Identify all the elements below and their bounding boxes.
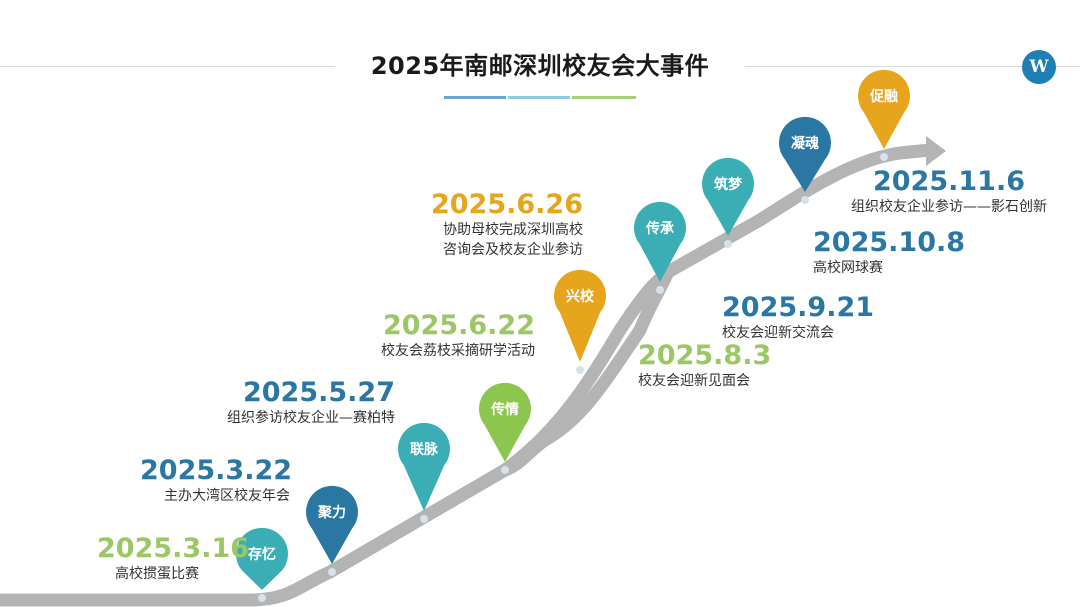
road [0, 136, 946, 607]
event-date: 2025.5.27 [242, 377, 395, 408]
pin-marker-icon [479, 382, 532, 462]
road-dot-chuanqing [501, 466, 509, 474]
road-main [0, 143, 937, 607]
road-dot-chuancheng [656, 286, 664, 294]
title-underline-1 [444, 96, 506, 99]
event-2025-6-26: 2025.6.26 协助母校完成深圳高校 咨询会及校友企业参访 [405, 190, 583, 260]
event-desc: 校友会迎新见面会 [638, 373, 750, 389]
road-dot-juli [328, 568, 336, 576]
road-dot-xingxiao [576, 366, 584, 374]
pin-label: 传承 [645, 220, 674, 237]
milestone-pin-chuancheng: 传承 [634, 201, 687, 282]
pin-label: 聚力 [317, 504, 346, 521]
pin-label: 联脉 [410, 441, 439, 458]
event-date: 2025.6.26 [430, 189, 583, 220]
pin-marker-icon [398, 422, 451, 511]
event-desc-line-2: 咨询会及校友企业参访 [443, 242, 583, 258]
title-underline-2 [508, 96, 570, 99]
event-desc: 高校掼蛋比赛 [115, 566, 199, 582]
event-2025-3-16: 2025.3.16 高校掼蛋比赛 [97, 533, 250, 584]
event-desc: 主办大湾区校友年会 [164, 488, 290, 504]
road-dot-cuorong [880, 153, 888, 161]
title-underline-3 [572, 96, 636, 99]
event-desc: 组织参访校友企业—赛柏特 [227, 410, 395, 426]
pin-marker-icon [634, 201, 687, 282]
pin-label: 存忆 [248, 546, 276, 563]
event-date: 2025.8.3 [638, 340, 772, 371]
event-2025-11-6: 2025.11.6 组织校友企业参访——影石创新 [838, 167, 1060, 217]
pin-marker-icon [235, 527, 288, 590]
pin-marker-icon [702, 157, 754, 236]
road-dot-ninghun [801, 196, 809, 204]
event-desc: 组织校友企业参访——影石创新 [851, 199, 1047, 215]
road-arrow-head [926, 136, 946, 166]
road-dot-zhumeng [724, 240, 732, 248]
milestone-pin-cuorong: 促融 [857, 69, 911, 149]
milestone-pin-cunyi: 存忆 [235, 527, 288, 590]
event-2025-10-8: 2025.10.8 高校网球赛 [813, 228, 965, 278]
event-date: 2025.9.21 [722, 292, 875, 323]
pin-label: 促融 [869, 88, 898, 105]
event-date: 2025.3.22 [140, 455, 293, 486]
event-date: 2025.3.16 [97, 533, 250, 564]
event-desc: 校友会迎新交流会 [722, 325, 834, 341]
milestone-pin-lianmai: 联脉 [398, 422, 451, 511]
event-desc: 校友会荔枝采摘研学活动 [381, 343, 535, 359]
milestone-pin-chuanqing: 传情 [479, 382, 532, 462]
pin-label: 筑梦 [714, 176, 743, 193]
event-date: 2025.10.8 [813, 227, 966, 258]
event-desc: 高校网球赛 [813, 260, 883, 276]
event-2025-9-21: 2025.9.21 校友会迎新交流会 [722, 293, 874, 343]
road-dot-cunyi [258, 594, 266, 602]
milestone-pins: 存忆 聚力 联脉 传情 兴校 传承 筑梦 凝魂 促融 [235, 69, 911, 590]
road-dots [258, 153, 888, 602]
title-rule-right [745, 66, 1080, 67]
pin-marker-icon [857, 69, 911, 149]
event-2025-5-27: 2025.5.27 组织参访校友企业—赛柏特 [180, 378, 395, 428]
event-desc: 协助母校完成深圳高校 [443, 222, 583, 238]
pin-label: 凝魂 [791, 135, 819, 152]
pin-label: 兴校 [566, 288, 595, 305]
event-2025-3-22: 2025.3.22 主办大湾区校友年会 [140, 455, 293, 506]
alumni-association-logo: W [1022, 50, 1056, 84]
event-date: 2025.6.22 [382, 310, 535, 341]
pin-marker-icon [306, 485, 358, 564]
milestone-pin-ninghun: 凝魂 [779, 116, 832, 192]
milestone-pin-zhumeng: 筑梦 [702, 157, 754, 236]
event-2025-8-3: 2025.8.3 校友会迎新见面会 [638, 341, 771, 391]
road-branch [498, 265, 675, 477]
event-2025-6-22: 2025.6.22 校友会荔枝采摘研学活动 [340, 311, 535, 361]
milestone-pin-xingxiao: 兴校 [554, 269, 607, 362]
road-dot-lianmai [420, 515, 428, 523]
milestone-pin-juli: 聚力 [306, 485, 358, 564]
pin-marker-icon [554, 269, 607, 362]
pin-label: 传情 [490, 401, 519, 418]
title-rule-left [0, 66, 335, 67]
event-date: 2025.11.6 [872, 166, 1026, 197]
pin-marker-icon [779, 116, 832, 192]
page-title: 2025年南邮深圳校友会大事件 [370, 52, 710, 80]
